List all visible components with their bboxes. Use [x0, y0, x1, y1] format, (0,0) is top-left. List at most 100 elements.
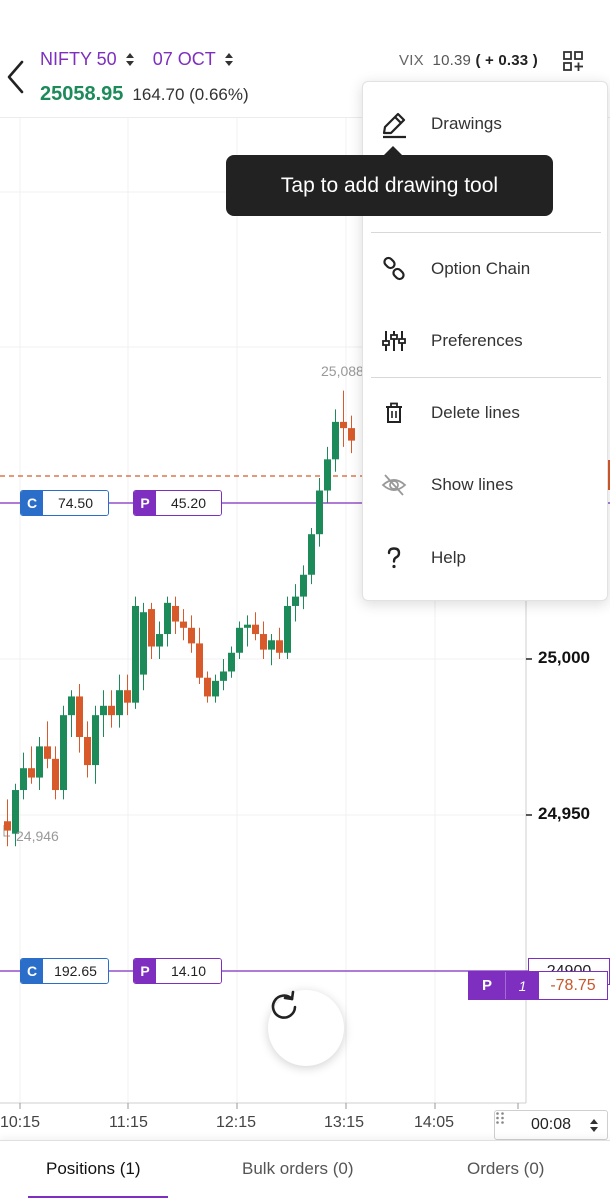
vix-change: ( + 0.33 ): [475, 52, 538, 69]
y-tick-label: 25,000: [538, 648, 590, 667]
sliders-icon: [379, 326, 409, 356]
grid-add-icon[interactable]: [562, 50, 584, 72]
symbol-label[interactable]: NIFTY 50: [40, 49, 117, 69]
candle-body: [140, 612, 147, 675]
candle-body: [60, 715, 67, 791]
price-row: 25058.95 164.70 (0.66%): [40, 83, 249, 106]
menu-item-help[interactable]: Help: [363, 532, 609, 584]
candle-body: [316, 490, 323, 535]
drawing-tooltip[interactable]: Tap to add drawing tool: [226, 146, 553, 216]
candle-body: [340, 421, 347, 429]
refresh-icon: [271, 990, 297, 1019]
candle-body: [252, 624, 259, 635]
candle-body: [188, 627, 195, 644]
candle-body: [100, 705, 107, 716]
x-tick-label: 10:15: [0, 1114, 41, 1131]
candle-body: [12, 790, 19, 834]
candle-body: [68, 696, 75, 716]
call-tag-key: C: [21, 959, 43, 983]
candle-body: [92, 715, 99, 766]
candle-body: [308, 534, 315, 575]
candle-body: [20, 768, 27, 791]
call-tag-value: 192.65: [43, 959, 108, 983]
candle-body: [332, 421, 339, 460]
session-high-label: 25,088: [321, 363, 364, 379]
menu-item-drawings[interactable]: Drawings: [363, 98, 609, 150]
candle-body: [236, 627, 243, 653]
candle-body: [124, 690, 131, 703]
menu-item-label: Preferences: [431, 331, 523, 350]
pencil-icon: [379, 109, 409, 139]
back-arrow-icon[interactable]: [4, 58, 26, 96]
candle-body: [228, 652, 235, 672]
active-tab-indicator: [28, 1196, 168, 1198]
drag-handle-icon[interactable]: [495, 1111, 519, 1139]
x-tick-label: 11:15: [109, 1114, 148, 1131]
menu-divider: [371, 232, 601, 233]
candle-body: [132, 605, 139, 703]
candle-body: [244, 624, 251, 628]
link-icon: [379, 254, 409, 284]
candle-body: [348, 428, 355, 441]
candle-body: [220, 671, 227, 681]
put-price-tag[interactable]: P 14.10: [133, 958, 222, 984]
expiry-sort-icon[interactable]: [224, 52, 234, 67]
menu-item-delete-lines[interactable]: Delete lines: [363, 387, 609, 439]
menu-item-preferences[interactable]: Preferences: [363, 315, 609, 367]
position-qty: 1: [505, 972, 539, 999]
interval-selector[interactable]: 00:08: [494, 1110, 608, 1140]
tab-positions[interactable]: Positions (1): [46, 1159, 141, 1178]
menu-item-label: Help: [431, 548, 466, 567]
candle-body: [300, 574, 307, 597]
put-price-tag[interactable]: P 45.20: [133, 490, 222, 516]
candle-body: [108, 705, 115, 716]
menu-item-label: Drawings: [431, 114, 502, 133]
instrument-selector: NIFTY 50 07 OCT: [40, 49, 244, 70]
position-tag[interactable]: P 1 -78.75: [468, 971, 608, 1000]
interval-sort-icon[interactable]: [589, 1119, 599, 1133]
vix-readout: VIX 10.39 ( + 0.33 ): [399, 52, 538, 69]
menu-item-label: Option Chain: [431, 259, 531, 278]
candle-body: [164, 602, 171, 635]
question-icon: [379, 543, 409, 573]
candle-body: [84, 737, 91, 766]
vix-value: 10.39: [432, 52, 472, 69]
tab-orders[interactable]: Orders (0): [467, 1159, 545, 1178]
price-change: 164.70 (0.66%): [132, 85, 249, 104]
candle-body: [276, 640, 283, 653]
x-tick-label: 12:15: [216, 1114, 257, 1131]
candle-body: [76, 696, 83, 737]
candle-body: [204, 677, 211, 697]
candle-body: [4, 821, 11, 831]
candle-body: [156, 634, 163, 647]
eye-off-icon: [379, 470, 409, 500]
menu-item-option-chain[interactable]: Option Chain: [363, 243, 609, 295]
refresh-button[interactable]: [268, 990, 344, 1066]
expiry-label[interactable]: 07 OCT: [152, 49, 216, 69]
menu-item-label: Show lines: [431, 475, 514, 494]
call-price-tag[interactable]: C 74.50: [20, 490, 109, 516]
put-tag-key: P: [134, 959, 156, 983]
x-tick-label: 13:15: [324, 1114, 365, 1131]
menu-item-show-lines[interactable]: Show lines: [363, 459, 609, 511]
call-tag-value: 74.50: [43, 491, 108, 515]
candle-body: [260, 634, 267, 650]
candle-body: [212, 680, 219, 697]
candle-body: [292, 596, 299, 606]
candle-body: [116, 690, 123, 716]
call-price-tag[interactable]: C 192.65: [20, 958, 109, 984]
interval-value: 00:08: [531, 1116, 572, 1133]
y-tick-label: 24,950: [538, 804, 590, 823]
menu-divider: [371, 377, 601, 378]
tab-bulk-orders[interactable]: Bulk orders (0): [242, 1159, 354, 1178]
put-tag-key: P: [134, 491, 156, 515]
trash-icon: [379, 398, 409, 428]
symbol-sort-icon[interactable]: [125, 52, 135, 67]
session-low-label: 24,946: [16, 828, 59, 844]
chart-area[interactable]: 25,088 24,946 25,000 24,950 10:15 11:15 …: [0, 118, 610, 1140]
candle-body: [284, 605, 291, 653]
call-tag-key: C: [21, 491, 43, 515]
candle-body: [36, 746, 43, 778]
candle-body: [28, 768, 35, 778]
candle-body: [268, 640, 275, 650]
